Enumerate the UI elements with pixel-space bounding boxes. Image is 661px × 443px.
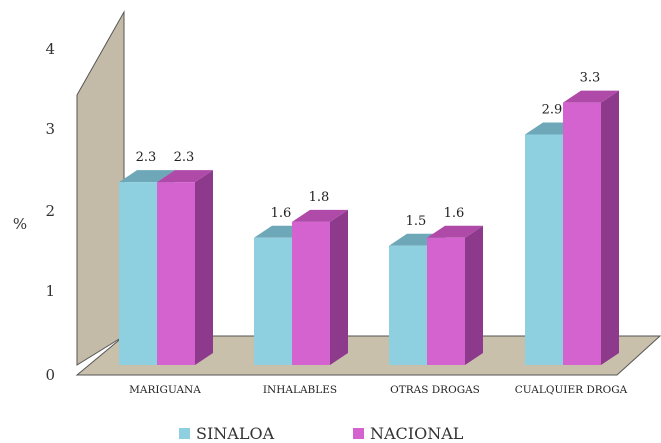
data-label: 1.8 bbox=[309, 190, 330, 205]
y-tick-label: 3 bbox=[45, 120, 55, 138]
chart: 0 1 2 3 4% 2.3 2.3 1.6 1.8 1.5 1.6 2.9 3.3 MARIGUAN… bbox=[13, 10, 661, 396]
legend-item-nacional: NACIONAL bbox=[353, 424, 463, 443]
bar-front bbox=[157, 182, 195, 365]
legend-swatch bbox=[353, 428, 364, 439]
bar-top bbox=[157, 170, 213, 183]
bar-front bbox=[119, 182, 157, 365]
y-axis: 0 1 2 3 4% bbox=[13, 40, 55, 384]
bars bbox=[119, 90, 619, 366]
bar-nacional bbox=[157, 170, 213, 365]
x-tick-label: CUALQUIER DROGA bbox=[515, 384, 628, 396]
bar-nacional bbox=[427, 225, 483, 365]
back-wall bbox=[76, 10, 125, 366]
data-label: 2.3 bbox=[174, 150, 195, 165]
legend: SINALOA NACIONAL bbox=[0, 424, 661, 443]
data-label: 1.5 bbox=[406, 214, 427, 229]
floor bbox=[75, 335, 661, 376]
bar-front bbox=[254, 237, 292, 365]
legend-label: SINALOA bbox=[196, 424, 275, 443]
bar-side bbox=[601, 90, 619, 366]
bar-front bbox=[427, 237, 465, 365]
data-label: 1.6 bbox=[444, 206, 465, 221]
data-label: 2.9 bbox=[542, 102, 563, 117]
bar-front bbox=[389, 245, 427, 365]
bar-front bbox=[525, 134, 563, 365]
data-label: 1.6 bbox=[271, 206, 292, 221]
y-tick-label: 1 bbox=[45, 282, 55, 300]
legend-item-sinaloa: SINALOA bbox=[179, 424, 274, 443]
bar-front bbox=[292, 221, 330, 365]
bar-top bbox=[427, 225, 483, 238]
legend-label: NACIONAL bbox=[370, 424, 464, 443]
legend-swatch bbox=[179, 428, 190, 439]
bar-nacional bbox=[292, 209, 348, 365]
x-tick-label: OTRAS DROGAS bbox=[390, 384, 480, 396]
y-tick-label: 2 bbox=[45, 202, 55, 220]
data-label: 3.3 bbox=[580, 71, 601, 86]
bar-side bbox=[195, 170, 213, 365]
bar-top bbox=[292, 209, 348, 222]
bar-top bbox=[119, 170, 175, 183]
data-labels: 2.3 2.3 1.6 1.8 1.5 1.6 2.9 3.3 bbox=[136, 71, 601, 229]
x-axis: MARIGUANA INHALABLES OTRAS DROGAS CUALQUIER… bbox=[129, 384, 628, 396]
data-label: 2.3 bbox=[136, 150, 157, 165]
bar-side bbox=[465, 225, 483, 365]
bar-side bbox=[330, 209, 348, 365]
x-tick-label: MARIGUANA bbox=[129, 384, 201, 396]
bar-top bbox=[563, 90, 619, 103]
chart-backdrop bbox=[75, 10, 661, 376]
x-tick-label: INHALABLES bbox=[263, 384, 337, 396]
bar-nacional bbox=[563, 90, 619, 366]
bar-front bbox=[563, 102, 601, 366]
y-tick-label: 4 bbox=[45, 40, 55, 58]
y-tick-label: 0 bbox=[45, 366, 55, 384]
y-axis-label: % bbox=[13, 215, 27, 233]
